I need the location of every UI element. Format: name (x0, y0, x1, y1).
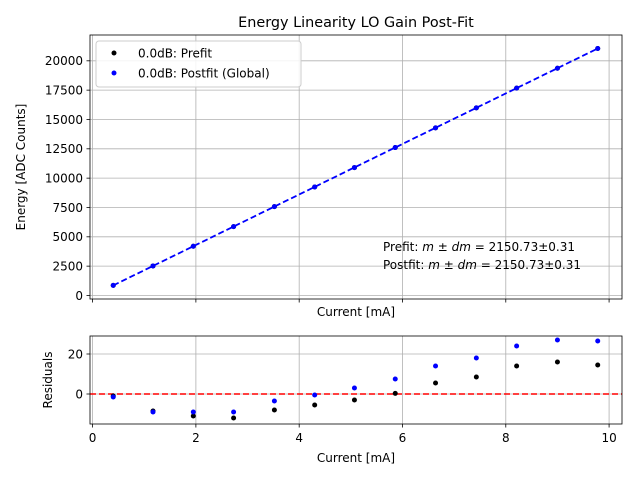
data-point (595, 338, 601, 344)
data-point (271, 398, 277, 404)
annotation-value: = 2150.73±0.31 (471, 240, 575, 254)
legend-marker (111, 50, 117, 56)
chart-title: Energy Linearity LO Gain Post-Fit (238, 15, 474, 31)
y-tick-label: 2500 (52, 259, 83, 273)
fit-slope-annotation: Postfit: m ± dm = 2150.73±0.31 (383, 258, 581, 272)
x-tick-label: 6 (399, 431, 407, 445)
y-tick-label: 5000 (52, 230, 83, 244)
legend-label: 0.0dB: Prefit (138, 47, 212, 61)
data-point (110, 394, 116, 400)
data-point (554, 65, 560, 71)
series-postfit (110, 337, 601, 415)
data-point (473, 105, 479, 111)
y-tick-label: 20000 (45, 54, 83, 68)
annotation-value: = 2150.73±0.31 (477, 258, 581, 272)
y-tick-label: 17500 (45, 83, 83, 97)
x-tick-label: 0 (89, 431, 97, 445)
fit-slope-annotation: Prefit: m ± dm = 2150.73±0.31 (383, 240, 575, 254)
data-point (271, 407, 277, 413)
data-point (554, 359, 560, 365)
x-tick-label: 2 (192, 431, 200, 445)
data-point (351, 385, 357, 391)
y-tick-label: 20 (68, 347, 83, 361)
data-point (514, 363, 520, 369)
data-point (271, 204, 277, 210)
data-point (392, 145, 398, 151)
x-tick-label: 8 (502, 431, 510, 445)
data-point (190, 413, 196, 419)
legend-label: 0.0dB: Postfit (Global) (138, 67, 270, 81)
data-point (514, 85, 520, 91)
legend-box (95, 40, 302, 88)
residuals-panel: 0 2 4 6 8 10 0 20 Current [mA] Residuals (41, 335, 623, 465)
data-point (150, 409, 156, 415)
data-point (514, 343, 520, 349)
y-axis-label: Residuals (41, 352, 55, 409)
data-point (433, 380, 439, 386)
data-point (392, 376, 398, 382)
data-point (190, 243, 196, 249)
annotation-math: m ± dm (428, 258, 477, 272)
y-axis-label: Energy [ADC Counts] (14, 104, 28, 231)
data-point (312, 402, 318, 408)
data-point (433, 363, 439, 369)
y-tick-label: 7500 (52, 201, 83, 215)
annotation-prefix: Postfit: (383, 258, 428, 272)
data-point (392, 390, 398, 396)
data-point (231, 409, 237, 415)
plot-frame (89, 335, 623, 425)
data-point (473, 374, 479, 380)
x-tick-label: 10 (601, 431, 616, 445)
data-point (595, 362, 601, 368)
data-point (433, 125, 439, 131)
y-tick-label: 0 (75, 289, 83, 303)
data-point (231, 224, 237, 230)
series-postfit (110, 45, 601, 288)
data-point (110, 282, 116, 288)
data-point (312, 184, 318, 190)
y-tick-label: 15000 (45, 113, 83, 127)
series-prefit (110, 359, 601, 421)
energy-linearity-panel: Energy Linearity LO Gain Post-Fit 0 2500 50… (14, 15, 623, 319)
data-point (351, 397, 357, 403)
annotation-math: m ± dm (422, 240, 471, 254)
y-tick-label: 12500 (45, 142, 83, 156)
data-point (150, 263, 156, 269)
x-axis-label: Current [mA] (317, 451, 395, 465)
annotation-prefix: Prefit: (383, 240, 422, 254)
data-point (351, 165, 357, 171)
data-point (231, 415, 237, 421)
y-tick-label: 10000 (45, 171, 83, 185)
data-point (312, 392, 318, 398)
legend: 0.0dB: Prefit 0.0dB: Postfit (Global) (95, 40, 302, 88)
data-point (473, 355, 479, 361)
data-point (554, 337, 560, 343)
data-point (595, 45, 601, 51)
x-tick-label: 4 (295, 431, 303, 445)
x-axis-label: Current [mA] (317, 305, 395, 319)
data-point (190, 409, 196, 415)
legend-marker (111, 70, 117, 76)
y-tick-label: 0 (75, 387, 83, 401)
plot-frame (89, 34, 623, 300)
